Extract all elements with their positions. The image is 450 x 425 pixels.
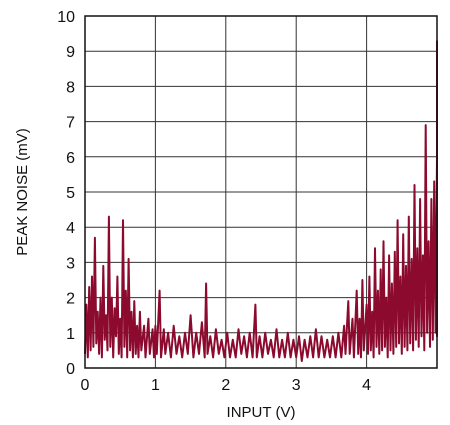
y-tick-label: 2 xyxy=(66,291,75,308)
y-tick-label: 6 xyxy=(66,150,75,167)
y-tick-label: 4 xyxy=(66,220,75,237)
x-axis-label: INPUT (V) xyxy=(227,404,296,421)
x-tick-label: 4 xyxy=(362,377,371,394)
y-tick-label: 9 xyxy=(66,44,75,61)
y-tick-label: 5 xyxy=(66,185,75,202)
y-tick-label: 10 xyxy=(57,9,75,26)
y-tick-label: 3 xyxy=(66,255,75,272)
y-tick-label: 7 xyxy=(66,115,75,132)
chart-series-layer xyxy=(84,40,438,362)
x-tick-label: 0 xyxy=(81,377,90,394)
y-tick-label: 0 xyxy=(66,361,75,378)
y-tick-labels: 0 1 2 3 4 5 6 7 8 9 10 xyxy=(57,9,75,378)
x-tick-label: 2 xyxy=(221,377,230,394)
y-tick-label: 8 xyxy=(66,79,75,96)
x-tick-label: 3 xyxy=(292,377,301,394)
y-axis-label: PEAK NOISE (mV) xyxy=(14,128,31,256)
plot-frame xyxy=(84,15,438,369)
noise-series-line xyxy=(84,40,438,362)
chart-grid xyxy=(85,16,437,368)
y-tick-label: 1 xyxy=(66,326,75,343)
x-tick-labels: 0 1 2 3 4 xyxy=(81,377,372,394)
x-tick-label: 1 xyxy=(151,377,160,394)
